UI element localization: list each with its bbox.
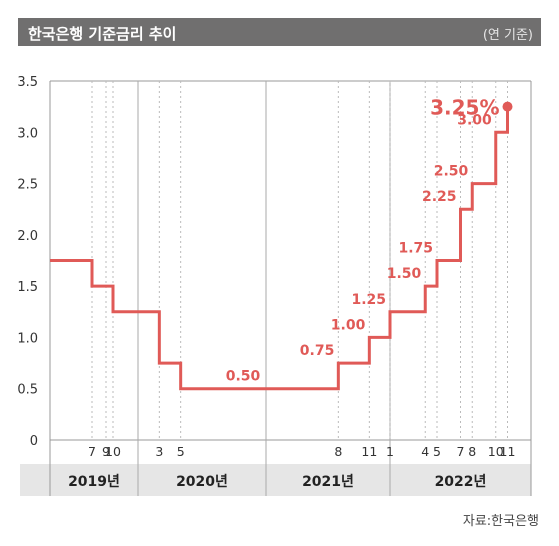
x-tick-label: 8 [468, 444, 476, 459]
x-tick-label: 10 [105, 444, 121, 459]
x-tick-label: 10 [488, 444, 504, 459]
data-label: 2.50 [434, 164, 469, 180]
x-tick-label: 7 [457, 444, 465, 459]
data-label: 1.50 [387, 266, 422, 282]
x-tick-label: 5 [177, 444, 185, 459]
year-label: 2021년 [302, 474, 354, 490]
data-label: 0.75 [300, 343, 335, 359]
x-tick-label: 3 [155, 444, 163, 459]
y-tick-label: 3.0 [17, 126, 38, 141]
data-label: 3.25% [430, 96, 499, 120]
data-label: 0.50 [226, 369, 261, 385]
y-tick-label: 3.5 [17, 75, 38, 90]
year-band [20, 464, 531, 496]
x-tick-label: 4 [421, 444, 429, 459]
x-tick-label: 9 [102, 444, 110, 459]
title-bar: 한국은행 기준금리 추이 (연 기준) [18, 18, 541, 46]
data-label: 3.00 [457, 112, 492, 128]
y-tick-label: 2.0 [17, 229, 38, 244]
data-label: 1.25 [351, 292, 386, 308]
y-tick-label: 0 [30, 434, 38, 449]
latest-point-marker [502, 101, 513, 112]
year-label: 2019년 [68, 474, 120, 490]
x-tick-label: 5 [433, 444, 441, 459]
x-tick-label: 11 [500, 444, 516, 459]
x-tick-label: 11 [361, 444, 377, 459]
year-label: 2020년 [176, 474, 228, 490]
x-tick-label: 1 [386, 444, 394, 459]
x-tick-label: 8 [334, 444, 342, 459]
data-label: 1.00 [331, 317, 366, 333]
data-label: 1.75 [398, 241, 433, 257]
chart-title: 한국은행 기준금리 추이 [28, 25, 177, 43]
source-note: 자료:한국은행 [462, 514, 539, 529]
y-tick-label: 1.0 [17, 331, 38, 346]
unit-label: (연 기준) [482, 28, 533, 43]
y-tick-label: 1.5 [17, 280, 38, 295]
x-tick-label: 7 [88, 444, 96, 459]
y-tick-label: 0.5 [17, 383, 38, 398]
y-tick-label: 2.5 [17, 178, 38, 193]
rate-step-line [50, 106, 509, 391]
data-label: 2.25 [422, 189, 457, 205]
year-label: 2022년 [435, 474, 487, 490]
